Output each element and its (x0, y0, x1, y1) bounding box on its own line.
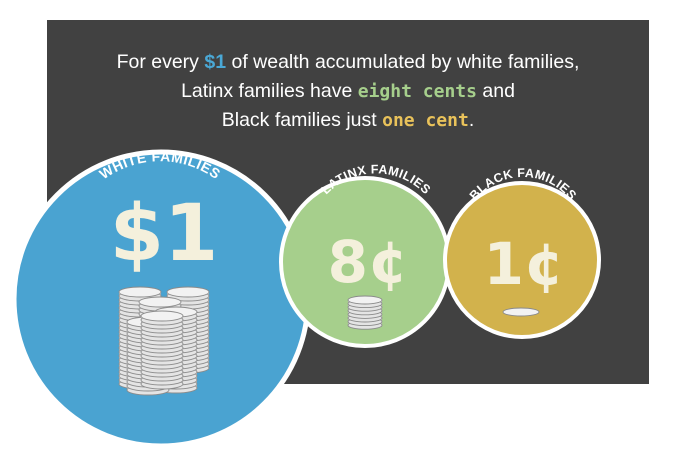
coin-stack (347, 295, 383, 330)
coin-stacks-icon (118, 286, 210, 396)
black-families-value: 1¢ (484, 230, 565, 298)
headline-line-3: Black families just one cent. (47, 106, 649, 135)
headline-text: . (468, 109, 475, 131)
coin-stack (140, 310, 184, 390)
coin-stack (502, 307, 540, 317)
headline-text: Black families just (221, 109, 383, 131)
white-families-value: $1 (110, 189, 219, 279)
headline-text: Latinx families have (181, 80, 358, 102)
latinx-families-group: LATINX FAMILIES 8¢ (279, 162, 451, 348)
black-families-group: BLACK FAMILIES 1¢ (443, 166, 601, 339)
black-amount-highlight: one cent (382, 110, 469, 131)
latinx-amount-highlight: eight cents (357, 81, 477, 102)
headline-line-1: For every $1 of wealth accumulated by wh… (47, 48, 649, 77)
single-coin-icon (502, 307, 540, 317)
latinx-families-value: 8¢ (328, 228, 409, 296)
headline: For every $1 of wealth accumulated by wh… (47, 48, 649, 135)
headline-text: of wealth accumulated by white families, (226, 51, 580, 73)
coin-stack-icon (347, 295, 383, 330)
headline-text: For every (116, 51, 205, 73)
headline-text: and (476, 80, 515, 102)
white-amount-highlight: $1 (204, 51, 227, 73)
headline-line-2: Latinx families have eight cents and (47, 77, 649, 106)
black-families-circle (443, 181, 601, 339)
white-families-group: WHITE FAMILIES $1 (11, 148, 311, 449)
